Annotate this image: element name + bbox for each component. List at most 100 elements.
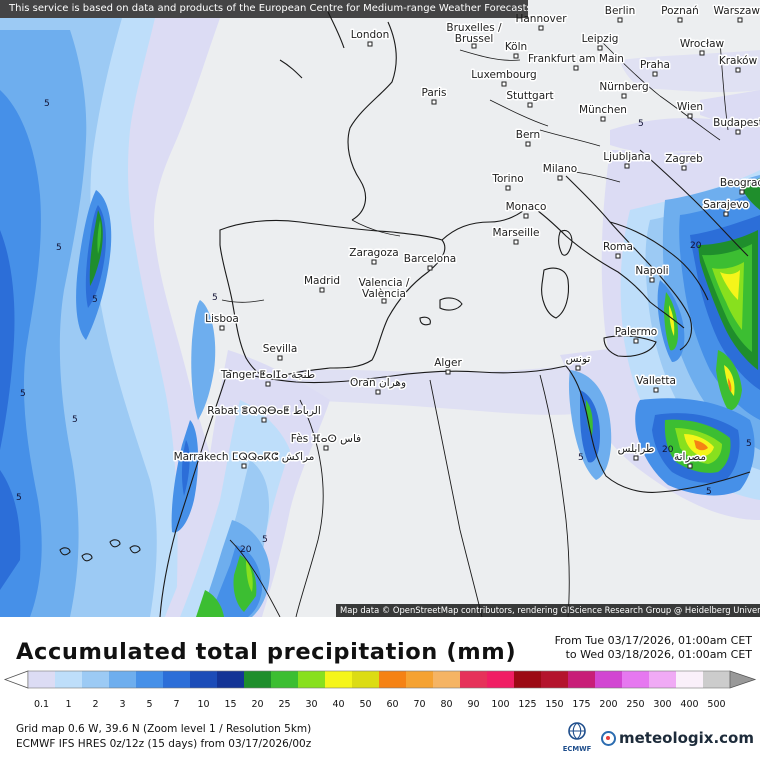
map-attribution: Map data © OpenStreetMap contributors, r… [336,604,760,617]
legend-color-swatch [136,671,164,688]
city-label: Roma [603,241,633,253]
legend-tick-label: 60 [386,699,398,710]
atlantic-precip-field [0,18,223,617]
city-label: Oran وهران [350,377,406,389]
legend-tick-label: 3 [119,699,125,710]
city-label: Napoli [635,265,668,277]
legend-panel: Accumulated total precipitation (mm) Fro… [0,617,760,760]
contour-label: 5 [212,293,218,303]
legend-color-swatch [676,671,704,688]
legend-tick-label: 5 [146,699,152,710]
city-marker: Torino [490,172,525,191]
city-label: Sevilla [263,343,298,355]
ecmwf-globe-icon [568,722,586,740]
city-dot [427,265,433,271]
city-label: Ljubljana [603,151,650,163]
city-label: Poznań [661,5,699,17]
city-label: London [351,29,390,41]
legend-arrow-left [3,670,29,689]
contour-label: 5 [262,535,268,545]
city-dot [513,53,519,59]
color-scale-legend: 0.1 1 2 3 5 7 10 15 20 25 30 40 50 60 70 80 90 100 125 150 1… [3,670,757,710]
city-marker: Lisboa [204,312,240,331]
legend-color-swatch [55,671,83,688]
contour-label: 5 [72,415,78,425]
city-dot [687,463,693,469]
city-dot [471,43,477,49]
city-label: طرابلس [618,443,655,455]
city-dot [319,287,325,293]
city-dot [323,445,329,451]
ecmwf-logo[interactable]: ECMWF [560,722,594,756]
city-marker: Frankfurt am Main [527,52,625,71]
city-dot [633,455,639,461]
city-marker: Valletta [635,374,677,393]
city-marker: London [349,28,391,47]
legend-color-swatch [514,671,542,688]
city-marker: Palermo [613,325,659,344]
contour-label: 5 [44,99,50,109]
ecmwf-label: ECMWF [562,745,592,753]
city-dot [597,45,603,51]
city-dot [261,417,267,423]
city-label: Madrid [304,275,340,287]
city-label: Fès ⴼⴰⵙ فاس [291,433,361,445]
legend-color-swatch [541,671,569,688]
legend-color-swatch [487,671,515,688]
legend-tick-label: 50 [359,699,371,710]
meteologix-brand-link[interactable]: meteologix.com [601,729,754,747]
product-title: Accumulated total precipitation (mm) [16,639,517,665]
contour-labels: 5 5 5 5 5 5 5 5 5 5 5 5 20 20 20 [16,99,752,555]
city-marker: Napoli [634,264,670,283]
period-from: From Tue 03/17/2026, 01:00am CET [554,634,752,647]
legend-tick-label: 70 [413,699,425,710]
contour-label: 5 [20,389,26,399]
period-to: to Wed 03/18/2026, 01:00am CET [565,648,752,661]
legend-tick-label: 250 [626,699,644,710]
legend-tick-label: 1 [65,699,71,710]
legend-arrow-right [729,670,757,689]
grid-info: Grid map 0.6 W, 39.6 N (Zoom level 1 / R… [16,723,312,735]
legend-tick-label: 400 [680,699,698,710]
city-dot [681,165,687,171]
legend-color-swatch [244,671,272,688]
city-dot [573,65,579,71]
coastlines [59,11,751,617]
legend-tick-label: 500 [707,699,725,710]
legend-tick-label: 15 [224,699,236,710]
legend-color-swatch [271,671,299,688]
legend-color-swatch [379,671,407,688]
precipitation-map[interactable]: 5 5 5 5 5 5 5 5 5 5 5 5 20 20 20 London H… [0,0,760,617]
city-marker: Oran وهران [348,376,408,395]
legend-tick-label: 90 [467,699,479,710]
legend-tick-label: 0.1 [34,699,49,710]
city-dot [737,17,743,23]
city-label: Zagreb [665,153,703,165]
city-dot [381,298,387,304]
legend-tick-label: 7 [173,699,179,710]
city-dot [538,25,544,31]
city-dot [687,113,693,119]
city-dot [505,185,511,191]
city-dot [739,189,745,195]
city-marker: Praha [639,58,672,77]
legend-color-swatch [82,671,110,688]
city-label: Budapest [713,117,760,129]
city-marker: Alger [433,356,464,375]
legend-tick-label: 40 [332,699,344,710]
city-label: Köln [505,41,527,53]
legend-color-swatch [568,671,596,688]
contour-label: 20 [662,445,674,455]
city-marker: Paris [420,86,448,105]
city-marker: Köln [503,40,529,59]
model-run-info: ECMWF IFS HRES 0z/12z (15 days) from 03/… [16,737,312,750]
city-marker: Marrakech ⵎⵕⵕⴰⴽⵛ مراكش [172,450,316,469]
city-marker: Stuttgart [505,89,555,108]
contour-label: 5 [16,493,22,503]
city-marker: Sevilla [261,342,299,361]
city-marker: طرابلس [616,442,656,461]
city-label: Barcelona [404,253,456,265]
city-label: Luxembourg [471,69,536,81]
city-dot [501,81,507,87]
legend-tick-label: 300 [653,699,671,710]
